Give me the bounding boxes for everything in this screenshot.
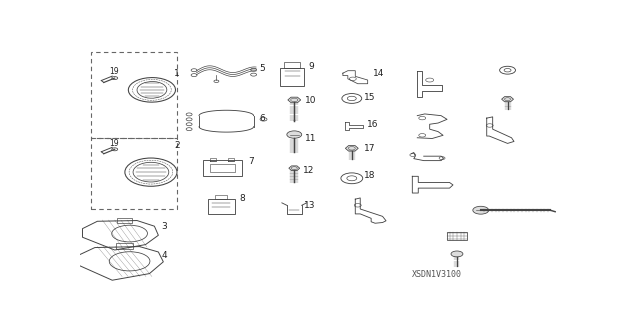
Text: 13: 13 [304, 201, 316, 210]
Text: 7: 7 [249, 157, 254, 166]
Text: 14: 14 [372, 70, 384, 78]
Circle shape [287, 131, 301, 138]
Text: 11: 11 [305, 135, 316, 144]
Text: 9: 9 [308, 62, 314, 71]
Circle shape [451, 251, 463, 257]
Text: 10: 10 [305, 96, 316, 105]
Text: 2: 2 [174, 141, 180, 150]
Text: 8: 8 [240, 194, 246, 203]
Text: 12: 12 [303, 167, 315, 175]
Text: 6: 6 [260, 114, 266, 122]
Text: 1: 1 [174, 69, 180, 78]
Text: 3: 3 [161, 222, 166, 231]
Text: 16: 16 [367, 120, 378, 129]
Bar [447, 232, 467, 240]
Text: 19: 19 [109, 138, 118, 148]
Bar [117, 218, 132, 223]
Text: 19: 19 [109, 67, 118, 76]
Circle shape [473, 206, 489, 214]
Text: 4: 4 [162, 251, 168, 260]
Text: 17: 17 [364, 144, 375, 153]
Text: 18: 18 [364, 171, 375, 180]
Text: XSDN1V3100: XSDN1V3100 [412, 270, 462, 278]
Bar [116, 243, 133, 249]
Bar [91, 52, 177, 138]
Text: 5: 5 [260, 64, 266, 73]
Text: 15: 15 [364, 93, 375, 102]
Bar [91, 138, 177, 209]
